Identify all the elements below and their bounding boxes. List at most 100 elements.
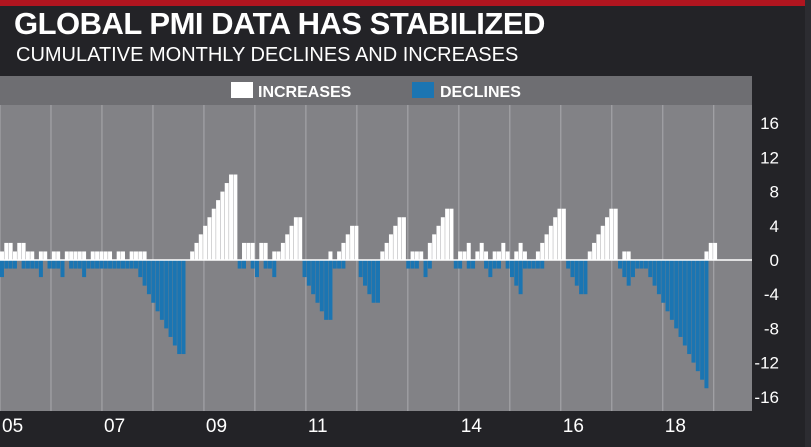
decline-bar — [90, 260, 95, 269]
increase-bar — [518, 242, 523, 260]
decline-bar — [95, 260, 100, 269]
increase-bar — [116, 251, 121, 260]
chart-legend: INCREASES DECLINES — [231, 82, 521, 101]
increase-bar — [626, 251, 631, 260]
y-tick-label: 12 — [760, 148, 779, 167]
decline-bar — [172, 260, 177, 346]
decline-bar — [164, 260, 169, 329]
decline-bar — [423, 260, 428, 278]
increase-bar — [553, 217, 558, 260]
decline-bar — [410, 260, 415, 269]
top-accent-bar — [0, 0, 811, 6]
decline-bar — [466, 260, 471, 269]
increase-bar — [522, 251, 527, 260]
decline-bar — [630, 260, 635, 278]
decline-bar — [129, 260, 134, 269]
increase-bar — [497, 251, 501, 260]
increase-bar — [138, 251, 143, 260]
increase-bar — [704, 251, 709, 260]
increase-bar — [263, 242, 268, 260]
increase-bar — [414, 251, 419, 260]
decline-bar — [669, 260, 674, 320]
decline-bar — [38, 260, 43, 278]
increase-bar — [280, 242, 285, 260]
increase-bar — [587, 251, 592, 260]
increase-bar — [613, 208, 618, 260]
increase-bar — [259, 242, 264, 260]
decline-bar — [133, 260, 138, 269]
decline-bar — [583, 260, 588, 295]
increase-bar — [341, 242, 346, 260]
decline-bar — [492, 260, 497, 269]
decline-bar — [267, 260, 272, 269]
increase-bar — [462, 251, 467, 260]
decline-bar — [151, 260, 156, 303]
decline-bar — [700, 260, 705, 380]
decline-bar — [484, 260, 489, 269]
decline-bar — [427, 260, 432, 269]
decline-bar — [618, 260, 622, 269]
decline-bar — [371, 260, 376, 303]
decline-bar — [103, 260, 108, 269]
decline-bar — [687, 260, 692, 355]
increase-bar — [285, 234, 290, 260]
increase-bar — [190, 251, 195, 260]
decline-bar — [643, 260, 648, 269]
decline-bar — [639, 260, 644, 269]
increase-bar — [436, 225, 441, 260]
increase-bar — [708, 242, 713, 260]
decline-bar — [25, 260, 30, 269]
x-tick-label: 14 — [461, 416, 483, 437]
decline-bar — [674, 260, 679, 329]
increase-bar — [121, 251, 125, 260]
decline-bar — [60, 260, 65, 278]
decline-bar — [47, 260, 52, 269]
increase-bar — [289, 225, 294, 260]
increase-bar — [220, 191, 225, 260]
decline-bar — [656, 260, 661, 295]
y-tick-label: 4 — [770, 217, 779, 236]
increase-bar — [129, 251, 134, 260]
increase-bar — [82, 251, 87, 260]
increase-bar — [233, 174, 238, 260]
increase-bar — [600, 225, 605, 260]
chart-subtitle: CUMULATIVE MONTHLY DECLINES AND INCREASE… — [16, 44, 519, 66]
decline-bar — [142, 260, 147, 286]
decline-bar — [324, 260, 329, 320]
decline-bar — [177, 260, 182, 355]
decline-bar — [254, 260, 259, 278]
decline-bar — [471, 260, 476, 269]
increase-bar — [380, 251, 385, 260]
increase-bar — [609, 208, 614, 260]
increase-bar — [505, 251, 510, 260]
legend-label-declines: DECLINES — [440, 84, 521, 101]
increase-bar — [17, 242, 22, 260]
decline-bar — [159, 260, 164, 320]
increase-bar — [427, 242, 432, 260]
increase-bar — [293, 217, 298, 260]
decline-bar — [695, 260, 700, 372]
increase-bar — [557, 208, 562, 260]
increase-bar — [484, 251, 489, 260]
x-tick-label: 09 — [206, 416, 227, 437]
decline-bar — [168, 260, 173, 337]
increase-bar — [384, 242, 389, 260]
decline-bar — [531, 260, 536, 269]
increase-bar — [492, 251, 497, 260]
decline-bar — [121, 260, 125, 269]
decline-bar — [116, 260, 121, 269]
decline-bar — [0, 260, 4, 278]
increase-bar — [328, 251, 333, 260]
decline-bar — [406, 260, 411, 269]
increase-bar — [25, 251, 30, 260]
increase-bar — [12, 251, 17, 260]
decline-bar — [518, 260, 523, 295]
decline-bar — [535, 260, 540, 269]
increase-bar — [272, 251, 277, 260]
increase-bar — [133, 251, 138, 260]
decline-bar — [51, 260, 56, 269]
decline-bar — [250, 260, 255, 269]
decline-bar — [574, 260, 579, 286]
decline-bar — [458, 260, 463, 269]
